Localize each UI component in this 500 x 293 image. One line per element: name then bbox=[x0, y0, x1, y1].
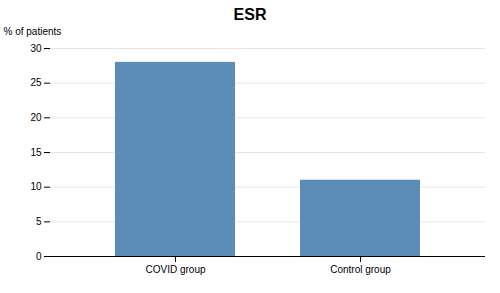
svg-text:20: 20 bbox=[30, 112, 42, 123]
svg-text:5: 5 bbox=[36, 216, 42, 227]
svg-text:10: 10 bbox=[30, 181, 42, 192]
svg-text:25: 25 bbox=[30, 77, 42, 88]
svg-text:% of patients: % of patients bbox=[4, 26, 62, 37]
html-text:ESR: ESR bbox=[233, 6, 267, 23]
svg-text:15: 15 bbox=[30, 147, 42, 158]
svg-text:COVID group: COVID group bbox=[145, 264, 205, 275]
svg-text:Control group: Control group bbox=[330, 264, 391, 275]
svg-text:30: 30 bbox=[30, 43, 42, 54]
svg-text:0: 0 bbox=[36, 251, 42, 262]
